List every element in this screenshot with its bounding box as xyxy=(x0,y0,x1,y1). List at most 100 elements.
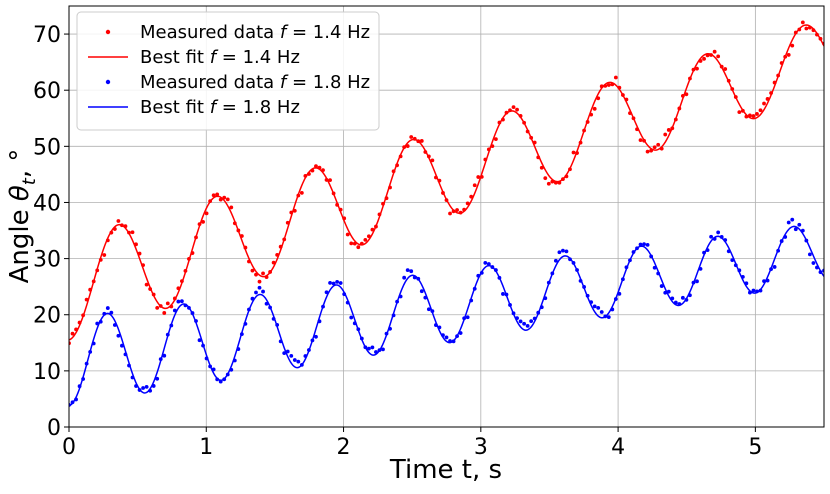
data-point xyxy=(737,110,742,115)
data-point xyxy=(642,242,646,247)
data-point xyxy=(606,315,611,320)
data-point xyxy=(666,128,671,132)
data-point xyxy=(215,192,220,197)
legend-label: Best fit f = 1.4 Hz xyxy=(140,47,300,68)
y-tick-label: 50 xyxy=(33,135,61,160)
data-point xyxy=(356,245,361,250)
data-point xyxy=(102,253,107,257)
data-point xyxy=(426,307,431,312)
data-point xyxy=(680,295,685,300)
data-point xyxy=(772,265,777,269)
data-point xyxy=(455,208,459,212)
data-point xyxy=(261,289,265,294)
data-point xyxy=(116,333,121,338)
data-point xyxy=(476,175,481,179)
data-point xyxy=(70,331,75,336)
y-axis-label: Angle θt, ° xyxy=(5,149,40,284)
data-point xyxy=(250,268,255,273)
data-point xyxy=(292,358,297,362)
data-point xyxy=(543,176,548,181)
data-point xyxy=(338,281,343,285)
data-point xyxy=(606,83,611,87)
data-point xyxy=(557,250,562,255)
data-point xyxy=(370,345,375,350)
data-point xyxy=(529,319,534,324)
data-point xyxy=(807,252,812,257)
data-point xyxy=(659,284,664,288)
data-point xyxy=(501,292,505,296)
legend-point-marker xyxy=(105,79,111,85)
y-tick-label: 70 xyxy=(33,23,61,48)
data-point xyxy=(289,354,294,358)
y-tick-label: 10 xyxy=(33,360,61,385)
data-point xyxy=(225,197,230,202)
data-point xyxy=(751,288,756,293)
x-tick-label: 3 xyxy=(474,435,488,460)
data-point xyxy=(638,138,643,143)
data-point xyxy=(155,305,160,310)
legend-label-var: f xyxy=(280,72,289,93)
data-point xyxy=(553,258,558,263)
data-point xyxy=(695,66,699,71)
data-point xyxy=(257,279,262,284)
data-point xyxy=(366,346,371,351)
data-point xyxy=(695,279,699,284)
plot-frame xyxy=(68,5,825,428)
data-point xyxy=(755,112,759,116)
data-point xyxy=(402,275,407,280)
x-tick-label: 5 xyxy=(748,435,762,460)
legend-label-prefix: Measured data xyxy=(140,72,280,93)
data-point xyxy=(162,353,167,358)
data-point xyxy=(197,338,202,343)
data-point xyxy=(522,321,527,326)
data-point xyxy=(684,92,689,97)
data-point xyxy=(539,165,544,170)
data-point xyxy=(800,20,805,25)
data-point xyxy=(296,359,301,364)
data-point xyxy=(328,281,332,285)
data-point xyxy=(155,376,160,381)
data-point xyxy=(518,319,523,324)
data-point xyxy=(790,217,795,222)
data-point xyxy=(419,139,424,143)
data-point xyxy=(786,53,791,57)
data-point xyxy=(645,242,650,247)
data-point xyxy=(109,310,114,315)
data-point xyxy=(105,306,110,310)
data-point xyxy=(758,108,763,113)
data-point xyxy=(786,220,791,225)
data-point xyxy=(564,249,569,254)
data-point xyxy=(381,347,385,352)
data-point xyxy=(257,285,262,290)
legend-label-prefix: Measured data xyxy=(140,22,280,43)
data-point xyxy=(254,290,258,295)
plot-area xyxy=(69,20,824,407)
legend-label: Measured data f = 1.8 Hz xyxy=(140,72,370,93)
data-point xyxy=(331,281,336,286)
data-point xyxy=(613,75,618,80)
legend: Measured data f = 1.4 Hz Best fit f = 1.4… xyxy=(76,11,380,131)
data-point xyxy=(804,26,809,31)
y-axis-label-prefix: Angle xyxy=(5,201,35,283)
data-point xyxy=(571,150,576,155)
data-point xyxy=(483,260,488,265)
data-point xyxy=(762,101,766,106)
data-point xyxy=(349,241,354,246)
data-point xyxy=(712,49,717,54)
data-point xyxy=(645,149,650,154)
y-tick-label: 60 xyxy=(33,79,61,104)
legend-label-suffix: = 1.8 Hz xyxy=(216,97,300,118)
data-point xyxy=(465,315,470,320)
legend-label-var: f xyxy=(280,22,289,43)
legend-point-marker xyxy=(105,29,111,35)
legend-label-suffix: = 1.4 Hz xyxy=(286,22,370,43)
data-point xyxy=(716,54,721,59)
x-tick-label: 4 xyxy=(611,435,625,460)
y-tick-label: 40 xyxy=(33,191,61,216)
data-point xyxy=(525,324,530,328)
y-axis-label-var: θ xyxy=(5,185,35,201)
data-point xyxy=(419,289,424,294)
data-point xyxy=(493,137,498,142)
